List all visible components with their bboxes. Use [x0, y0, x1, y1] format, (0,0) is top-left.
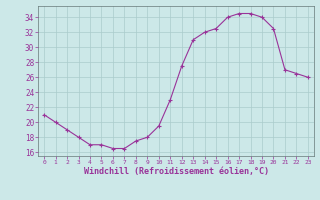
- X-axis label: Windchill (Refroidissement éolien,°C): Windchill (Refroidissement éolien,°C): [84, 167, 268, 176]
